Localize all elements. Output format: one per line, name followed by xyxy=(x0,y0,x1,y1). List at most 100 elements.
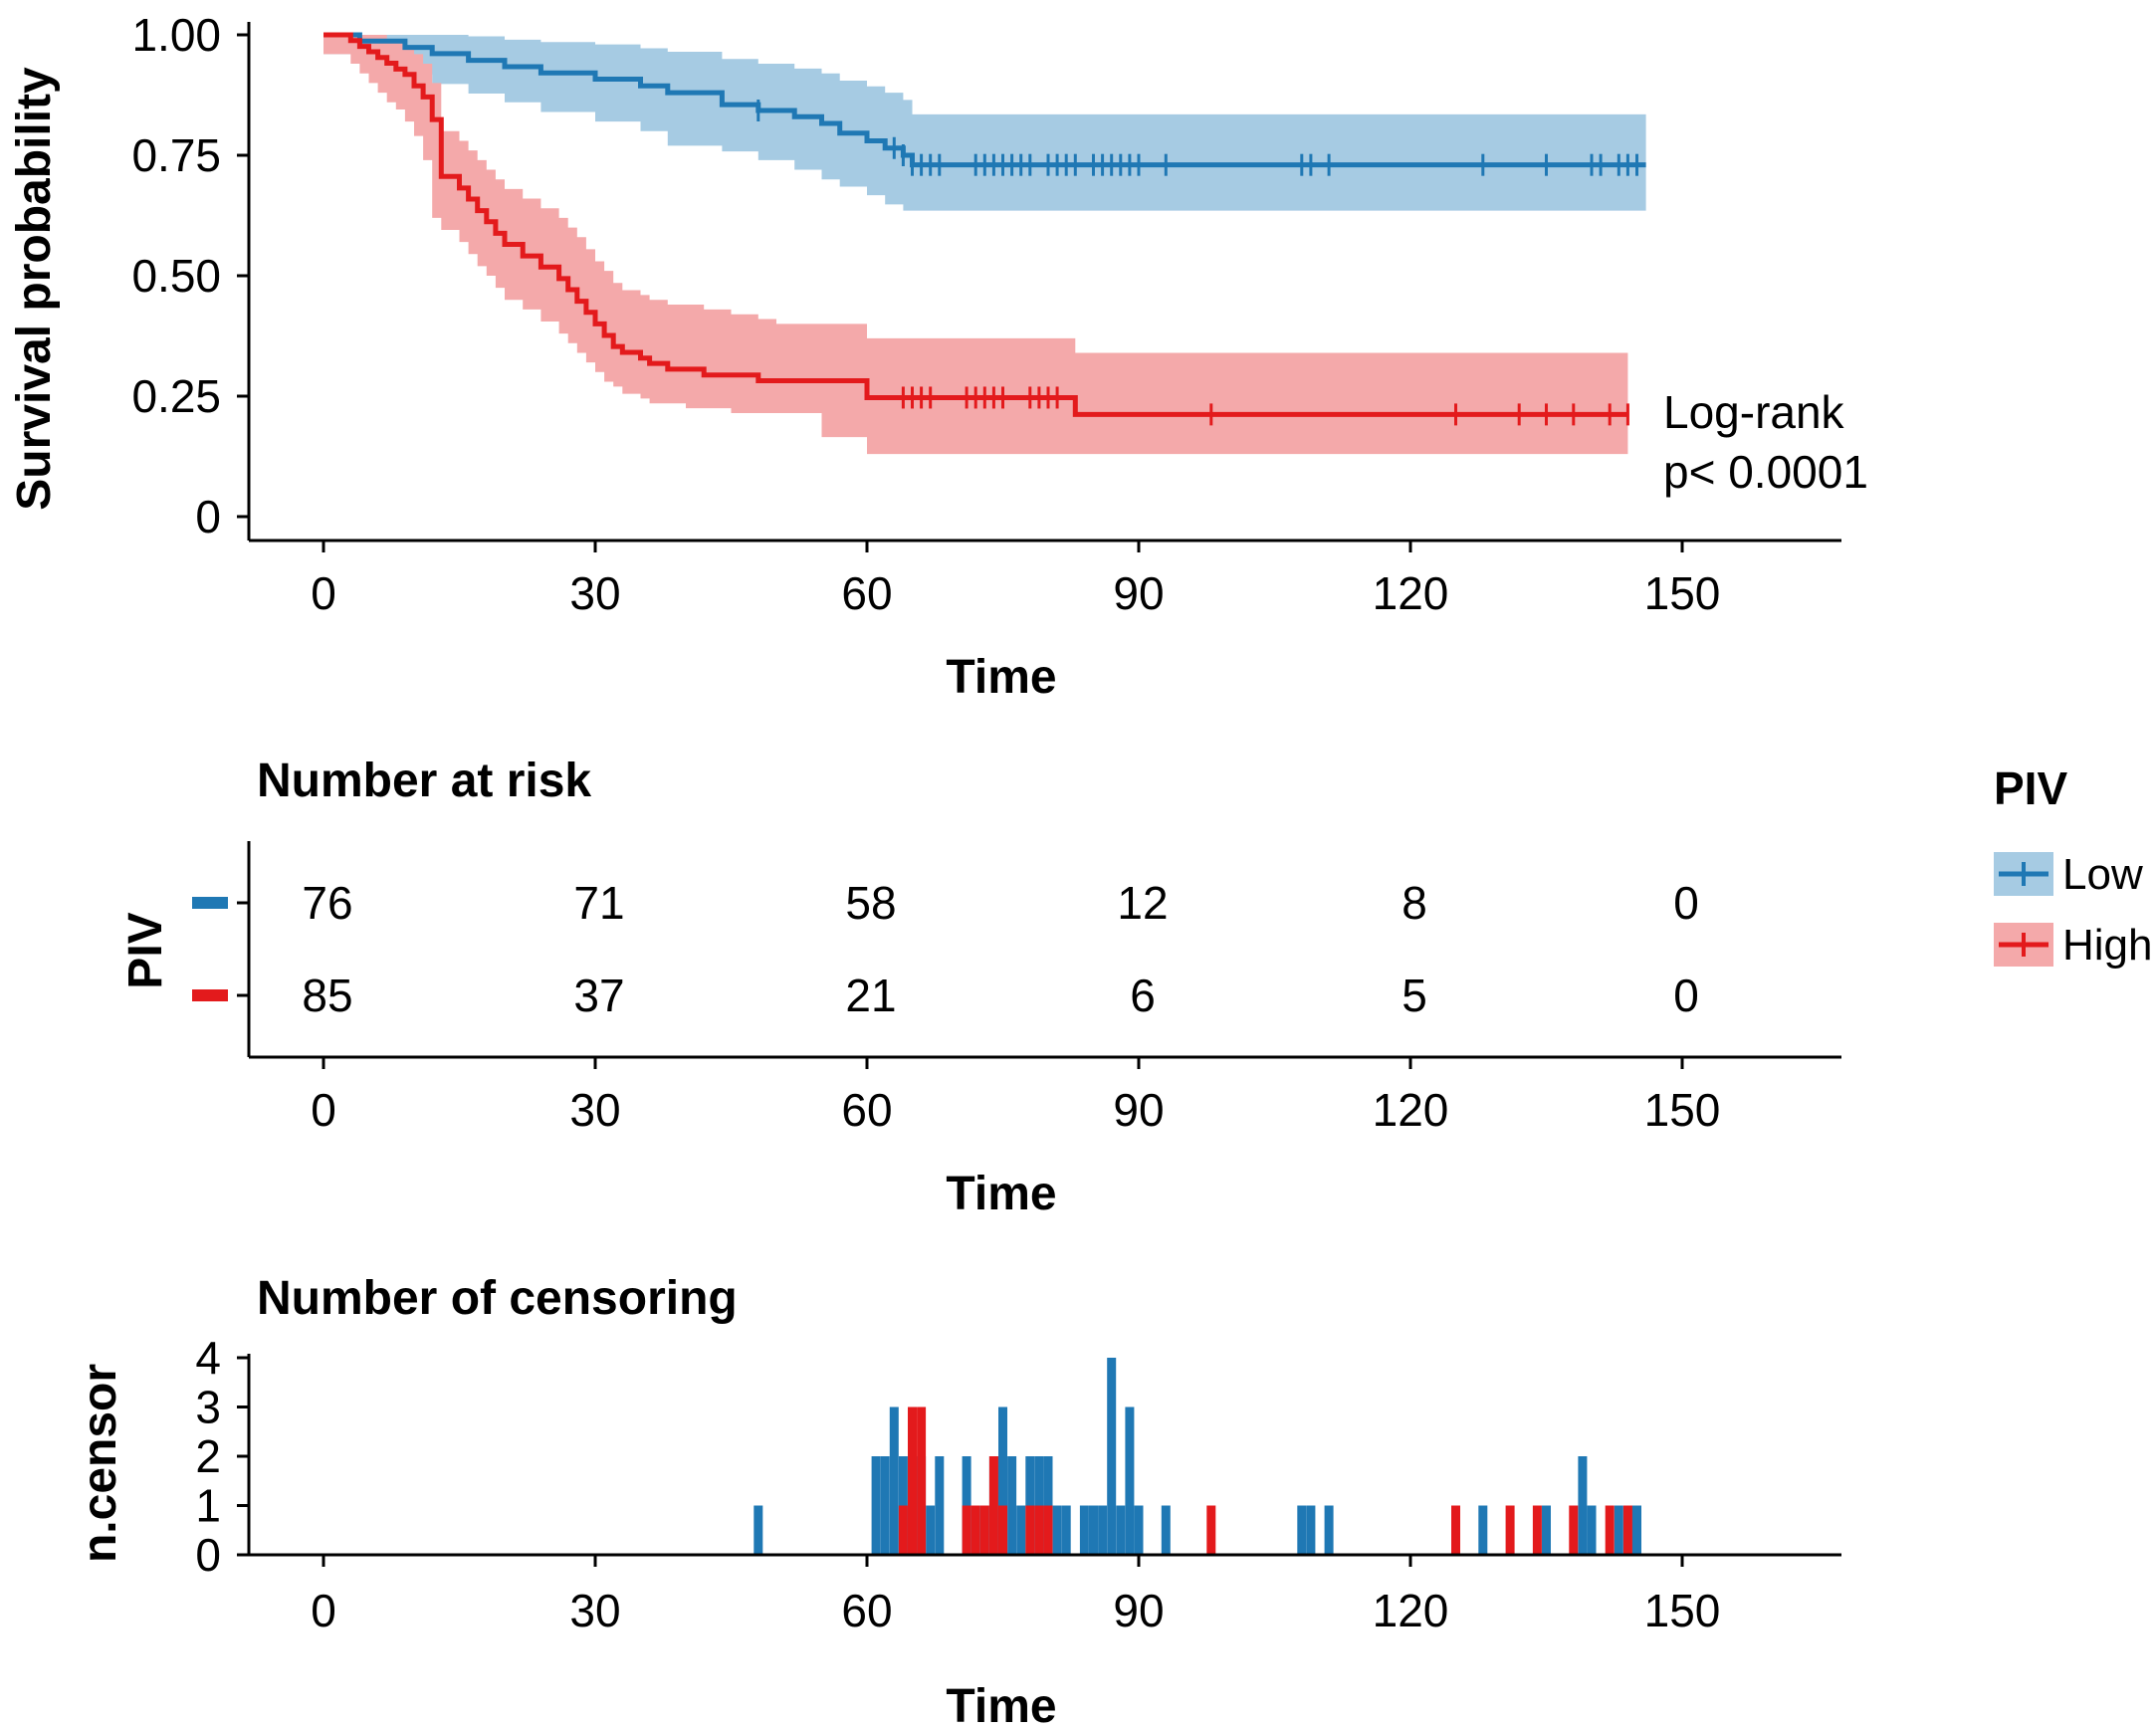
cens-y-tick-label: 0 xyxy=(195,1529,221,1581)
censor-bar-high xyxy=(1043,1505,1053,1555)
legend-label-high: High xyxy=(2062,921,2153,970)
cens-x-tick-label: 30 xyxy=(569,1585,620,1636)
km-survival-curves xyxy=(323,32,1646,417)
risk-x-tick-label: 150 xyxy=(1644,1084,1721,1136)
censor-bar-low xyxy=(754,1505,763,1555)
risk-cell-low: 71 xyxy=(573,877,624,929)
risk-cell-high: 21 xyxy=(845,970,896,1021)
censor-bar-low xyxy=(1542,1505,1551,1555)
legend-title: PIV xyxy=(1994,762,2067,814)
censoring-bars xyxy=(754,1358,1641,1555)
censor-bar-low xyxy=(1614,1505,1623,1555)
censor-bar-low xyxy=(1061,1505,1071,1555)
risk-cell-low: 12 xyxy=(1117,877,1168,929)
cens-x-tick-label: 120 xyxy=(1373,1585,1449,1636)
km-y-tick-label: 0.25 xyxy=(131,370,221,422)
legend-item-high: High xyxy=(1994,921,2153,970)
risk-x-tick-label: 90 xyxy=(1113,1084,1164,1136)
risk-cell-low: 8 xyxy=(1401,877,1427,929)
risk-table-panel: Number at risk 76 71 58 12 8 0 85 37 21 6 5 0 0 30 60… xyxy=(119,755,1841,1220)
censor-bar-high xyxy=(917,1406,927,1555)
km-x-tick-label: 30 xyxy=(569,567,620,619)
censor-bar-low xyxy=(1016,1505,1026,1555)
censor-bar-high xyxy=(1451,1505,1460,1555)
km-y-tick-label: 0.50 xyxy=(131,250,221,302)
risk-row-swatch-high xyxy=(192,989,228,1001)
km-x-tick-label: 120 xyxy=(1373,567,1449,619)
km-censor-marks xyxy=(756,99,1638,426)
censor-bar-low xyxy=(1578,1456,1588,1555)
risk-x-tick-label: 0 xyxy=(311,1084,336,1136)
risk-cell-high: 0 xyxy=(1673,970,1699,1021)
km-band-low xyxy=(323,35,1646,211)
censor-bar-low xyxy=(935,1456,945,1555)
risk-row-swatch-low xyxy=(192,897,228,909)
risk-cell-high: 6 xyxy=(1130,970,1156,1021)
km-band-high xyxy=(323,35,1628,455)
censor-bar-high xyxy=(1206,1505,1216,1555)
censor-bar-low xyxy=(1107,1358,1117,1555)
cens-x-axis-title: Time xyxy=(946,1680,1056,1730)
km-x-ticks: 0 30 60 90 120 150 xyxy=(311,541,1720,619)
risk-cell-low: 0 xyxy=(1673,877,1699,929)
censor-bar-high xyxy=(1034,1505,1044,1555)
censor-bar-high xyxy=(962,1505,971,1555)
censor-bar-low xyxy=(1052,1505,1062,1555)
km-curve-high xyxy=(323,32,1628,417)
km-curve-low xyxy=(323,32,1646,168)
km-y-tick-label: 0 xyxy=(195,491,221,542)
risk-table-cells: 76 71 58 12 8 0 85 37 21 6 5 0 xyxy=(302,877,1698,1021)
cens-y-tick-label: 4 xyxy=(195,1332,221,1384)
km-x-tick-label: 0 xyxy=(311,567,336,619)
censor-bar-low xyxy=(1324,1505,1334,1555)
cens-x-tick-label: 60 xyxy=(841,1585,892,1636)
risk-cell-high: 85 xyxy=(302,970,352,1021)
km-x-axis-title: Time xyxy=(946,651,1056,704)
censor-bar-low xyxy=(889,1406,899,1555)
censor-bar-low xyxy=(1007,1456,1017,1555)
cens-x-tick-label: 150 xyxy=(1644,1585,1721,1636)
risk-x-tick-label: 30 xyxy=(569,1084,620,1136)
cens-y-tick-label: 3 xyxy=(195,1382,221,1433)
censor-bar-low xyxy=(1116,1505,1126,1555)
censor-bar-low xyxy=(998,1406,1007,1555)
km-y-tick-label: 0.75 xyxy=(131,129,221,181)
censor-bar-high xyxy=(1569,1505,1579,1555)
cens-x-tick-label: 0 xyxy=(311,1585,336,1636)
risk-x-tick-label: 60 xyxy=(841,1084,892,1136)
censor-bar-high xyxy=(979,1505,989,1555)
censor-bar-low xyxy=(926,1505,936,1555)
censor-bar-low xyxy=(1079,1505,1089,1555)
legend-label-low: Low xyxy=(2062,850,2143,899)
censor-bar-low xyxy=(871,1456,881,1555)
censor-bar-high xyxy=(998,1505,1007,1555)
cens-y-axis-title: n.censor xyxy=(74,1364,126,1563)
censor-bar-low xyxy=(1297,1505,1307,1555)
censoring-title: Number of censoring xyxy=(257,1272,738,1325)
censor-bar-high xyxy=(908,1406,917,1555)
risk-table-title: Number at risk xyxy=(257,755,591,807)
censor-bar-low xyxy=(1587,1505,1597,1555)
censor-bar-low xyxy=(1125,1406,1135,1555)
risk-x-axis-title: Time xyxy=(946,1168,1056,1220)
cens-y-tick-label: 2 xyxy=(195,1430,221,1482)
censor-bar-high xyxy=(970,1505,980,1555)
km-y-ticks: 0 0.25 0.50 0.75 1.00 xyxy=(131,9,249,542)
km-x-tick-label: 150 xyxy=(1644,567,1721,619)
censor-bar-high xyxy=(988,1456,998,1555)
risk-cell-high: 37 xyxy=(573,970,624,1021)
legend: PIV Low High xyxy=(1994,762,2153,970)
censor-bar-high xyxy=(1025,1505,1035,1555)
risk-row-swatches xyxy=(192,897,249,1001)
km-x-tick-label: 60 xyxy=(841,567,892,619)
risk-x-ticks: 0 30 60 90 120 150 xyxy=(311,1057,1720,1136)
censor-bar-high xyxy=(1505,1505,1515,1555)
censor-bar-low xyxy=(1134,1505,1144,1555)
km-plot-panel: 0 0.25 0.50 0.75 1.00 0 30 60 90 120 150 Time Sur… xyxy=(8,9,1868,704)
risk-x-tick-label: 120 xyxy=(1373,1084,1449,1136)
cens-x-tick-label: 90 xyxy=(1113,1585,1164,1636)
censor-bar-low xyxy=(880,1456,890,1555)
legend-item-low: Low xyxy=(1994,850,2143,899)
